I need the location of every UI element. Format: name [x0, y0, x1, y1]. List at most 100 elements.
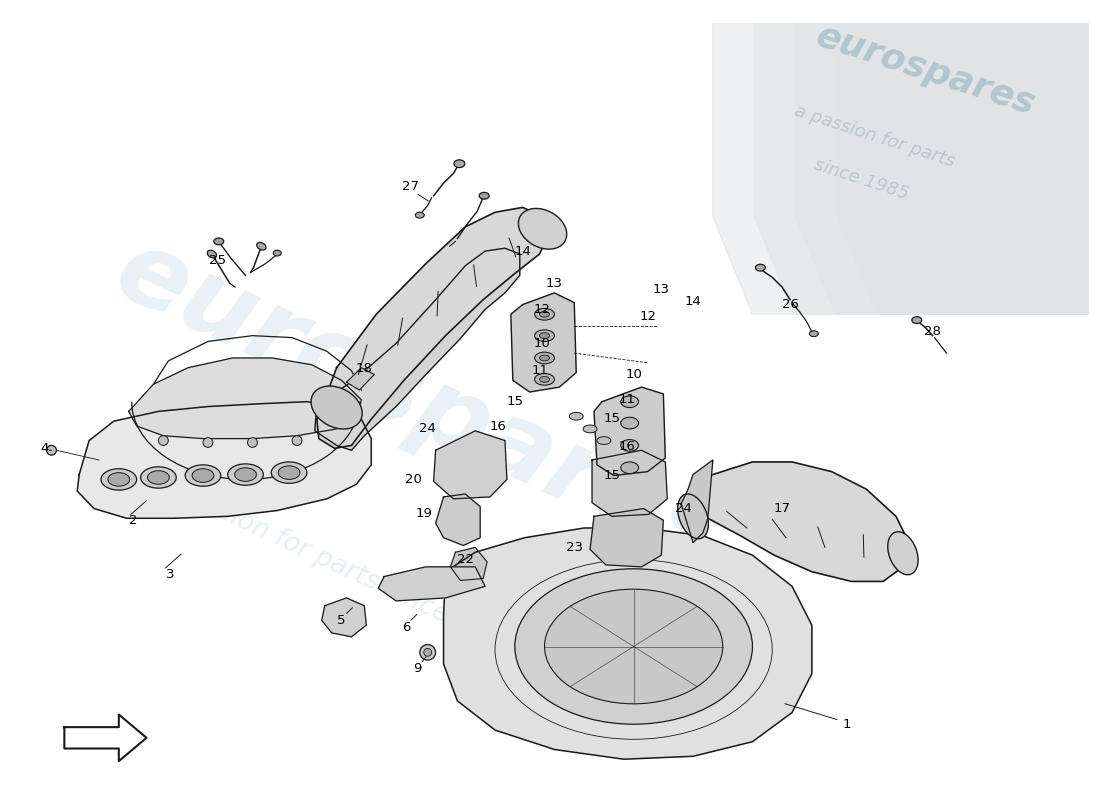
Text: 16: 16	[618, 440, 635, 453]
Text: 5: 5	[338, 614, 345, 626]
Text: since 1985: since 1985	[812, 156, 911, 204]
Ellipse shape	[597, 437, 611, 445]
Text: 10: 10	[534, 337, 550, 350]
Text: 13: 13	[546, 277, 563, 290]
Polygon shape	[755, 23, 1089, 314]
Ellipse shape	[756, 264, 766, 271]
Text: 24: 24	[419, 422, 436, 435]
Ellipse shape	[101, 469, 136, 490]
Ellipse shape	[535, 309, 554, 320]
Ellipse shape	[535, 330, 554, 342]
Ellipse shape	[207, 250, 217, 258]
Polygon shape	[317, 207, 550, 448]
Text: 14: 14	[515, 245, 531, 258]
Polygon shape	[837, 23, 1089, 314]
Polygon shape	[436, 494, 481, 546]
Polygon shape	[590, 509, 663, 567]
Text: 11: 11	[618, 394, 635, 406]
Polygon shape	[443, 528, 812, 759]
Ellipse shape	[570, 412, 583, 420]
Polygon shape	[594, 387, 666, 475]
Text: 23: 23	[565, 541, 583, 554]
Polygon shape	[433, 431, 507, 499]
Text: 12: 12	[534, 303, 551, 316]
Ellipse shape	[620, 439, 639, 451]
Text: 18: 18	[356, 362, 373, 375]
Ellipse shape	[147, 470, 169, 484]
Ellipse shape	[416, 212, 425, 218]
Text: 15: 15	[604, 412, 620, 425]
Ellipse shape	[540, 355, 550, 361]
Ellipse shape	[256, 242, 266, 250]
Ellipse shape	[544, 589, 723, 704]
Polygon shape	[510, 293, 576, 392]
Polygon shape	[315, 248, 520, 450]
Text: 6: 6	[402, 621, 410, 634]
Ellipse shape	[108, 473, 130, 486]
Text: 27: 27	[403, 179, 419, 193]
Ellipse shape	[185, 465, 221, 486]
Text: 12: 12	[640, 310, 657, 322]
Text: 13: 13	[653, 283, 670, 297]
Circle shape	[46, 446, 56, 455]
Polygon shape	[322, 598, 366, 637]
Text: 10: 10	[625, 368, 642, 381]
Ellipse shape	[272, 462, 307, 483]
Text: 11: 11	[531, 364, 548, 377]
Polygon shape	[681, 460, 713, 542]
Text: eurospares: eurospares	[812, 19, 1040, 122]
Ellipse shape	[620, 462, 639, 474]
Circle shape	[420, 645, 436, 660]
Ellipse shape	[810, 330, 818, 337]
Text: 16: 16	[490, 421, 506, 434]
Ellipse shape	[273, 250, 282, 256]
Ellipse shape	[278, 466, 300, 479]
Text: 22: 22	[456, 553, 474, 566]
Ellipse shape	[540, 311, 550, 317]
Ellipse shape	[678, 494, 708, 538]
Polygon shape	[129, 358, 362, 438]
Ellipse shape	[213, 238, 223, 245]
Text: 15: 15	[506, 395, 524, 408]
Circle shape	[204, 438, 213, 447]
Text: 17: 17	[773, 502, 791, 515]
Ellipse shape	[620, 418, 639, 429]
Ellipse shape	[535, 352, 554, 364]
Ellipse shape	[454, 160, 465, 167]
Polygon shape	[77, 402, 372, 518]
Text: 15: 15	[604, 469, 620, 482]
Polygon shape	[879, 23, 1089, 314]
Text: a passion for parts: a passion for parts	[792, 102, 957, 170]
Polygon shape	[962, 23, 1089, 314]
Text: 25: 25	[209, 254, 227, 267]
Text: 1: 1	[843, 718, 850, 730]
Polygon shape	[713, 23, 1089, 314]
Ellipse shape	[518, 209, 567, 249]
Polygon shape	[346, 368, 374, 390]
Ellipse shape	[234, 468, 256, 482]
Polygon shape	[681, 462, 909, 582]
Ellipse shape	[141, 466, 176, 488]
Polygon shape	[592, 450, 668, 516]
Text: 9: 9	[414, 662, 422, 675]
Text: 20: 20	[406, 473, 422, 486]
Circle shape	[293, 436, 303, 446]
Circle shape	[248, 438, 257, 447]
Ellipse shape	[912, 317, 922, 323]
Text: eurospares: eurospares	[99, 219, 738, 589]
Text: 24: 24	[674, 502, 692, 515]
Text: 2: 2	[130, 514, 138, 526]
Polygon shape	[796, 23, 1089, 314]
Polygon shape	[1004, 23, 1089, 314]
Ellipse shape	[540, 333, 550, 338]
Ellipse shape	[540, 377, 550, 382]
Polygon shape	[921, 23, 1089, 314]
Ellipse shape	[515, 569, 752, 724]
Text: a passion for parts since 1985: a passion for parts since 1985	[148, 468, 520, 660]
Ellipse shape	[888, 532, 918, 574]
Ellipse shape	[311, 386, 362, 429]
Text: 28: 28	[924, 326, 942, 338]
Circle shape	[158, 436, 168, 446]
Text: 3: 3	[166, 568, 175, 581]
Text: 26: 26	[782, 298, 799, 311]
